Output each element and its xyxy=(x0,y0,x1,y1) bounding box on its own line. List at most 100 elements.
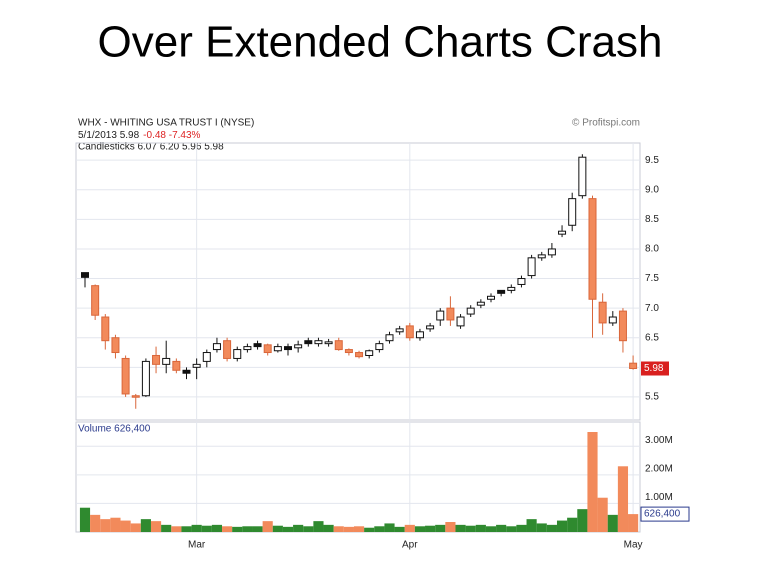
y-tick-label: 9.5 xyxy=(645,155,659,166)
candle-body xyxy=(304,340,313,345)
volume-bar xyxy=(293,524,304,532)
volume-bar xyxy=(485,526,497,532)
volume-bar xyxy=(211,524,223,532)
candle-body xyxy=(243,346,252,351)
candle-body xyxy=(446,307,455,321)
candle-body xyxy=(578,156,587,197)
candle-body xyxy=(172,360,181,371)
price-box-label: 5.98 xyxy=(644,363,664,374)
candle-body xyxy=(294,344,303,349)
y-tick-label: 6.5 xyxy=(645,332,659,343)
candle-body xyxy=(507,286,516,291)
volume-bar xyxy=(90,514,101,532)
volume-bar xyxy=(628,514,639,532)
candle-body xyxy=(233,349,242,359)
candle-body xyxy=(608,316,617,324)
volume-bar xyxy=(272,525,283,532)
candle-body xyxy=(537,254,546,259)
volume-bar xyxy=(222,526,233,532)
candle-body xyxy=(263,344,272,354)
date-price: 5/1/2013 5.98 xyxy=(78,130,140,141)
candle-body xyxy=(436,310,445,321)
candle-body xyxy=(355,352,364,358)
volume-bar xyxy=(201,525,212,532)
candle-body xyxy=(324,341,333,345)
candle-body xyxy=(111,337,120,354)
volume-bar xyxy=(516,524,527,532)
volume-bar xyxy=(475,524,486,532)
volume-bar xyxy=(556,520,568,532)
candle-body xyxy=(101,316,110,342)
volume-bar xyxy=(333,526,344,532)
volume-bar xyxy=(384,523,395,532)
volume-bar xyxy=(242,526,253,532)
volume-bar xyxy=(181,526,192,532)
y-tick-label: 8.0 xyxy=(645,244,659,255)
candle-body xyxy=(192,363,201,368)
candle-body xyxy=(547,248,556,256)
volume-bar xyxy=(161,524,172,532)
candle-body xyxy=(273,346,282,352)
volume-panel xyxy=(75,421,641,533)
candle-body xyxy=(91,285,100,316)
candle-body xyxy=(618,310,627,342)
volume-bar xyxy=(597,497,608,532)
volume-bar xyxy=(414,526,426,532)
volume-bar xyxy=(374,526,385,532)
candle-body xyxy=(466,307,475,315)
volume-bar xyxy=(425,525,436,532)
volume-bar xyxy=(546,524,557,532)
candle-body xyxy=(629,362,638,370)
candle-body xyxy=(517,278,526,285)
volume-bar xyxy=(343,526,354,532)
volume-box-label: 626,400 xyxy=(644,509,681,520)
y-tick-label: 5.5 xyxy=(645,392,659,403)
volume-bar xyxy=(282,526,294,532)
y-tick-label: 7.5 xyxy=(645,273,659,284)
volume-box xyxy=(640,506,690,522)
volume-tick-label: 3.00M xyxy=(645,435,673,446)
candle-body xyxy=(456,316,465,327)
candle-body xyxy=(212,343,221,351)
candle-body xyxy=(121,357,130,395)
volume-bar xyxy=(232,526,243,532)
volume-bar xyxy=(445,522,456,532)
candle-body xyxy=(284,346,292,351)
slide-title: Over Extended Charts Crash xyxy=(98,18,663,67)
volume-bar xyxy=(130,523,141,532)
volume-bar xyxy=(323,524,334,532)
volume-bar xyxy=(496,524,507,532)
price-box xyxy=(641,361,669,376)
volume-bar xyxy=(79,507,91,532)
volume-bar xyxy=(617,466,629,532)
candle-body xyxy=(558,230,567,235)
volume-bar xyxy=(465,525,476,532)
price-line: 5/1/2013 5.98 -0.48 -7.43% xyxy=(78,130,201,141)
candle-body xyxy=(405,325,414,339)
volume-bar xyxy=(100,519,111,532)
candle-body xyxy=(344,349,353,354)
candle-body xyxy=(588,198,597,300)
volume-bar xyxy=(455,524,466,532)
volume-bar xyxy=(110,517,121,532)
candle-body xyxy=(202,352,211,362)
volume-bar xyxy=(536,523,547,532)
volume-bar xyxy=(313,521,324,532)
x-tick-label: Mar xyxy=(188,540,206,551)
candle-body xyxy=(152,354,161,365)
volume-bar xyxy=(587,432,598,532)
candle-body xyxy=(314,340,323,345)
candle-body xyxy=(365,350,374,356)
y-tick-label: 7.0 xyxy=(645,303,659,314)
volume-bar xyxy=(262,521,273,532)
x-tick-label: Apr xyxy=(402,540,418,551)
candle-body xyxy=(334,340,343,351)
volume-bar xyxy=(567,517,578,532)
price-panel xyxy=(75,142,641,421)
candle-body xyxy=(497,289,506,294)
volume-bar xyxy=(607,514,618,532)
x-tick-label: May xyxy=(624,540,643,551)
candle-body xyxy=(141,360,150,397)
candle-body xyxy=(182,369,191,374)
